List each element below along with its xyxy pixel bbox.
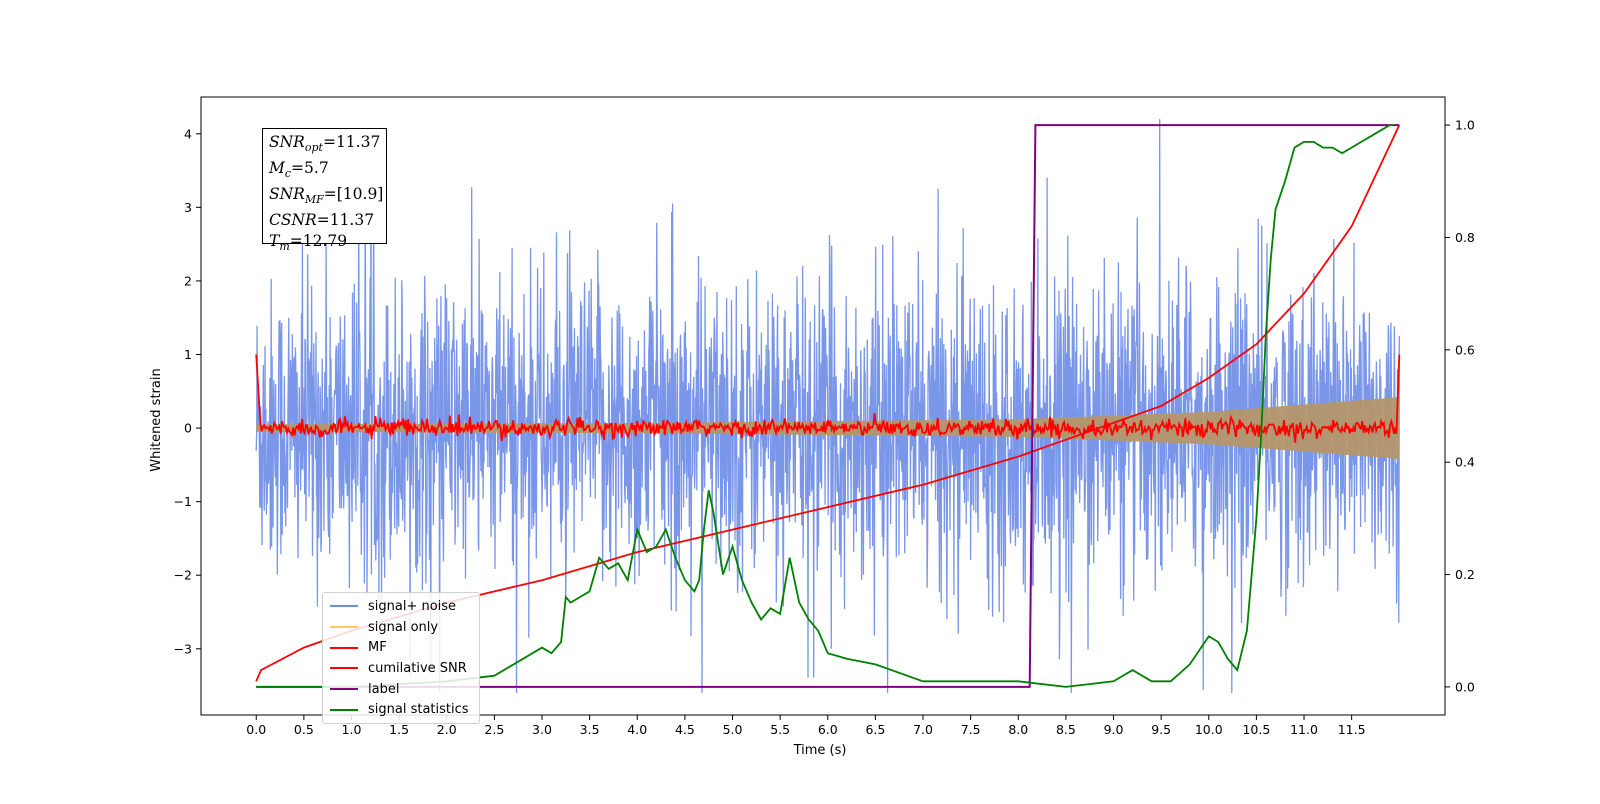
legend-label: MF	[368, 640, 387, 656]
x-tick-label: 5.0	[723, 722, 743, 737]
x-tick-label: 3.5	[580, 722, 600, 737]
legend-swatch	[330, 626, 358, 629]
y-right-tick-label: 1.0	[1455, 118, 1475, 133]
plot-frame	[200, 96, 1446, 716]
legend-entry: signal statistics	[323, 699, 479, 720]
series-mf	[255, 354, 1401, 443]
legend-swatch	[330, 708, 358, 711]
legend-swatch	[330, 646, 358, 649]
legend-label: signal only	[368, 619, 439, 635]
x-tick-label: 8.0	[1008, 722, 1028, 737]
y-left-tick-label: 3	[184, 200, 192, 215]
annotation-subscript: m	[279, 240, 290, 254]
x-tick-label: 0.5	[294, 722, 314, 737]
x-tick-label: 8.5	[1056, 722, 1076, 737]
x-tick-label: 6.5	[865, 722, 885, 737]
annotation-value: =5.7	[291, 159, 329, 178]
legend-entry: MF	[323, 637, 479, 658]
y-left-tick-label: −2	[174, 568, 192, 583]
legend: signal+ noise signal only MF cumilative SNR…	[322, 592, 480, 724]
y-left-tick-label: −3	[174, 641, 192, 656]
y-right-tick-label: 0.0	[1455, 679, 1475, 694]
y-left-tick-label: 4	[184, 126, 192, 141]
x-tick-label: 10.0	[1195, 722, 1223, 737]
annotation-subscript: opt	[304, 141, 323, 155]
legend-label: signal+ noise	[368, 598, 457, 614]
annotation-value: =12.79	[289, 232, 348, 251]
y-right-tick-label: 0.2	[1455, 567, 1475, 582]
y-left-tick-label: −1	[174, 494, 192, 509]
annotation-value: =11.37	[316, 211, 375, 230]
annotation-value: =[10.9]	[323, 185, 384, 204]
x-tick-label: 11.5	[1338, 722, 1366, 737]
legend-label: signal statistics	[368, 702, 469, 718]
x-tick-label: 10.5	[1242, 722, 1270, 737]
annotation-symbol: SNR	[269, 185, 305, 204]
x-tick-label: 5.5	[770, 722, 790, 737]
x-tick-label: 11.0	[1290, 722, 1318, 737]
x-tick-label: 1.0	[342, 722, 362, 737]
annotation-line: Mc=5.7	[269, 158, 380, 184]
annotation-subscript: MF	[304, 193, 324, 207]
x-tick-label: 7.0	[913, 722, 933, 737]
annotation-box: SNRopt=11.37 Mc=5.7 SNRMF=[10.9] CSNR=11.37…	[262, 128, 387, 253]
annotation-line: SNRopt=11.37	[269, 132, 380, 158]
x-tick-label: 7.5	[961, 722, 981, 737]
series-signal-only	[256, 397, 1400, 459]
legend-label: label	[368, 681, 400, 697]
x-tick-label: 6.0	[818, 722, 838, 737]
legend-swatch	[330, 667, 358, 670]
annotation-symbol: CSNR	[269, 211, 317, 230]
x-tick-label: 4.5	[675, 722, 695, 737]
legend-label: cumilative SNR	[368, 660, 467, 676]
x-tick-label: 2.0	[437, 722, 457, 737]
x-tick-label: 0.0	[246, 722, 266, 737]
x-tick-label: 3.0	[532, 722, 552, 737]
annotation-symbol: M	[269, 159, 285, 178]
y-left-tick-label: 0	[184, 421, 192, 436]
legend-entry: signal only	[323, 617, 479, 638]
legend-entry: label	[323, 679, 479, 700]
annotation-subscript: c	[284, 167, 292, 181]
annotation-line: CSNR=11.37	[269, 210, 380, 231]
x-tick-label: 4.0	[627, 722, 647, 737]
y-axis-label: Whitened strain	[149, 368, 164, 471]
x-tick-label: 2.5	[484, 722, 504, 737]
y-left-tick-label: 1	[184, 347, 192, 362]
y-right-tick-label: 0.6	[1455, 342, 1475, 357]
legend-entry: signal+ noise	[323, 596, 479, 617]
y-right-tick-label: 0.8	[1455, 230, 1475, 245]
annotation-line: SNRMF=[10.9]	[269, 184, 383, 210]
annotation-value: =11.37	[322, 133, 381, 151]
y-left-tick-label: 2	[184, 273, 192, 288]
x-tick-label: 9.0	[1104, 722, 1124, 737]
annotation-symbol: T	[269, 232, 280, 251]
series-label	[256, 124, 1400, 688]
annotation-symbol: SNR	[269, 133, 305, 151]
x-axis-label: Time (s)	[793, 743, 847, 758]
x-tick-label: 9.5	[1151, 722, 1171, 737]
annotation-line: Tm=12.79	[269, 231, 380, 257]
legend-entry: cumilative SNR	[323, 658, 479, 679]
y-right-tick-label: 0.4	[1455, 455, 1475, 470]
series-signal-statistics	[256, 124, 1395, 688]
x-tick-label: 1.5	[389, 722, 409, 737]
legend-swatch	[330, 605, 358, 608]
legend-swatch	[330, 688, 358, 691]
